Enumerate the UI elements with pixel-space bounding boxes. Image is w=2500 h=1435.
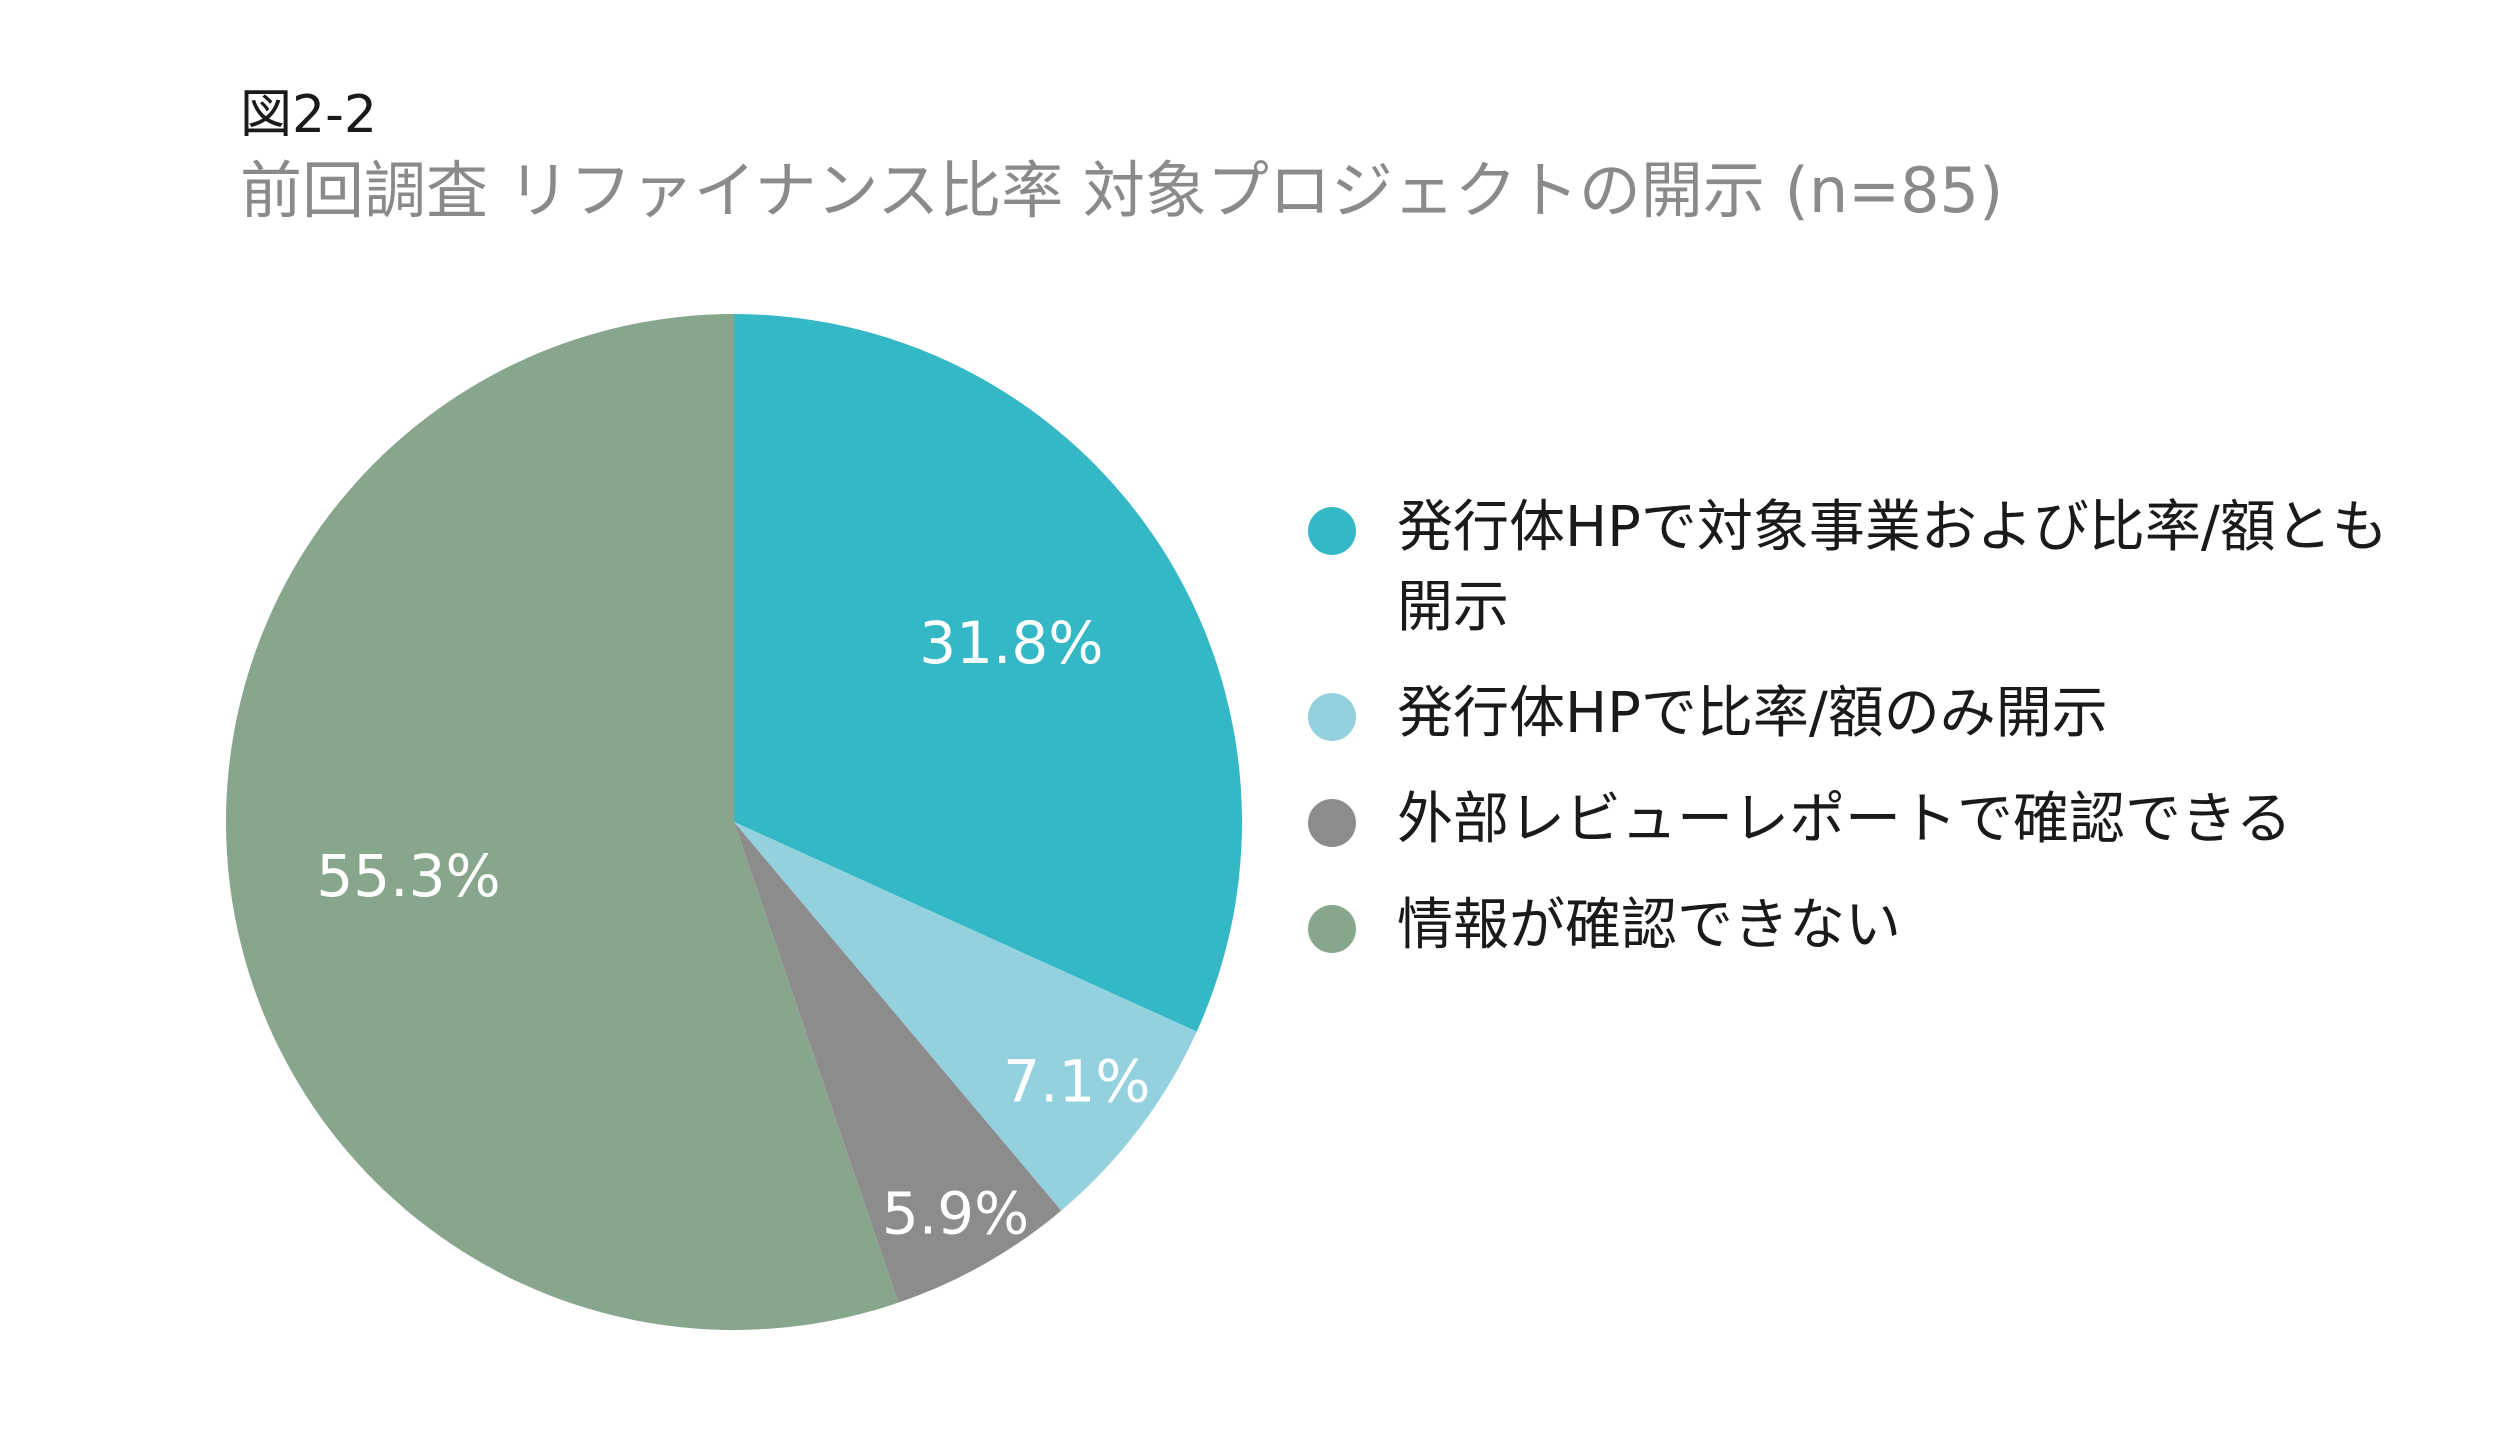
slice-value-label: 31.8%	[919, 609, 1103, 677]
legend-item: 発行体HPで対象事業および比率/額とも開示	[1300, 488, 2450, 648]
slice-value-label: 7.1%	[1003, 1048, 1150, 1116]
legend-swatch	[1308, 693, 1356, 741]
legend-label: 発行体HPで対象事業および比率/額とも開示	[1397, 495, 2388, 640]
legend-label: 情報が確認できない	[1397, 893, 1901, 958]
legend-label: 外部レビューレポートで確認できる	[1397, 787, 2292, 852]
legend-swatch	[1308, 905, 1356, 953]
pie-slice	[734, 314, 1242, 1032]
legend-item: 発行体HPで比率/額のみ開示	[1300, 674, 2450, 754]
chart-legend: 発行体HPで対象事業および比率/額とも開示 発行体HPで比率/額のみ開示 外部レ…	[1300, 488, 2450, 992]
legend-swatch	[1308, 507, 1356, 555]
slice-value-label: 55.3%	[316, 842, 500, 910]
slice-value-label: 5.9%	[882, 1180, 1029, 1248]
pie-slice	[225, 314, 899, 1330]
figure-label: 図2-2	[240, 85, 377, 145]
legend-label: 発行体HPで比率/額のみ開示	[1397, 681, 2108, 746]
legend-item: 情報が確認できない	[1300, 886, 2450, 966]
pie-slice	[734, 822, 1062, 1303]
legend-swatch	[1308, 799, 1356, 847]
chart-title: 前回調査 リファイナンス比率 対象プロジェクトの開示 (n=85)	[240, 154, 2004, 227]
legend-item: 外部レビューレポートで確認できる	[1300, 780, 2450, 860]
pie-slice	[734, 822, 1197, 1211]
